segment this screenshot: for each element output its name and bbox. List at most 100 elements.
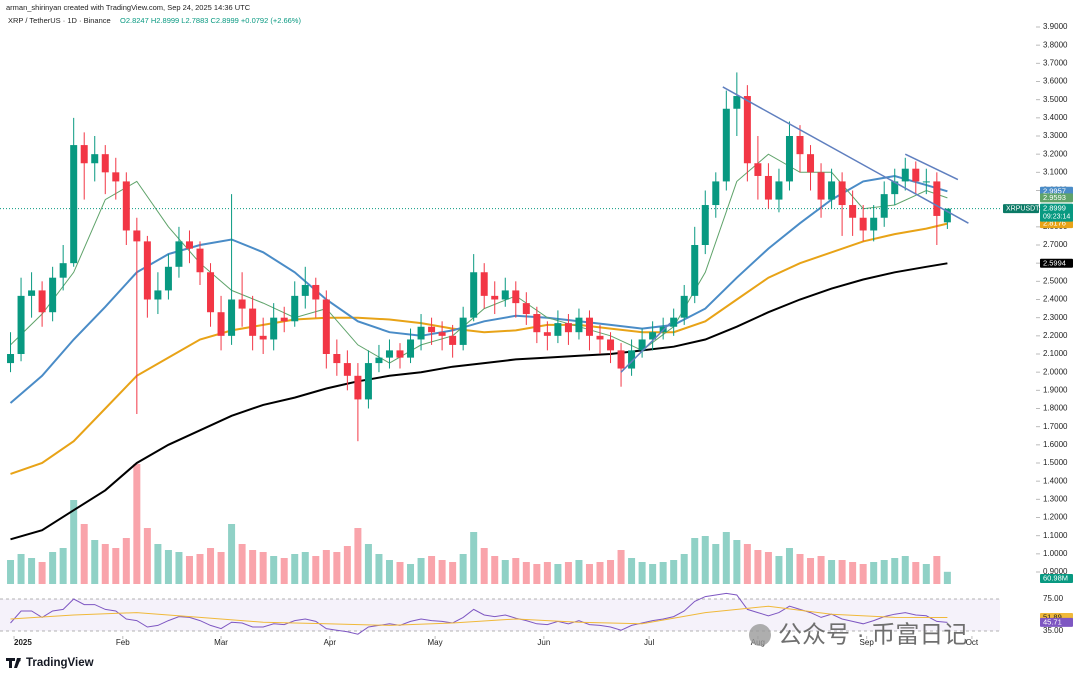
- volume-bar: [691, 538, 699, 584]
- candle-body: [859, 217, 867, 231]
- candle-body: [512, 290, 520, 304]
- volume-bar: [775, 556, 783, 584]
- volume-bar: [617, 550, 625, 584]
- candle-body: [880, 194, 888, 218]
- candle-body: [764, 175, 772, 200]
- candle-body: [217, 312, 225, 336]
- volume-bar: [680, 554, 688, 584]
- volume-bar: [585, 564, 593, 584]
- volume-tag-label: 60.98M: [1043, 573, 1068, 582]
- candle-body: [228, 299, 236, 336]
- symbol: XRP / TetherUS · 1D · Binance: [8, 16, 111, 25]
- candle-body: [343, 363, 351, 376]
- y-tick-label: 1.8000: [1043, 404, 1068, 413]
- candle-body: [7, 354, 15, 364]
- watermark-group: 公众号 · 币富日记: [749, 621, 967, 648]
- x-tick-label: Jun: [537, 638, 550, 647]
- volume-bar: [122, 538, 130, 584]
- volume-bar: [533, 564, 541, 584]
- candle-body: [491, 295, 499, 300]
- volume-bar: [743, 544, 751, 584]
- volume-bar: [554, 564, 562, 584]
- volume-bar: [38, 562, 46, 584]
- volume-bar: [428, 556, 436, 584]
- candle-body: [312, 284, 320, 300]
- rsi-tag: [1040, 617, 1073, 627]
- branding-logo: TradingView: [6, 657, 94, 669]
- candle-body: [785, 136, 793, 182]
- candle-body: [838, 181, 846, 206]
- y-tick-label: 3.7000: [1043, 58, 1068, 67]
- candle-body: [175, 241, 183, 267]
- volume-bar: [417, 558, 425, 584]
- volume-bar: [354, 528, 362, 584]
- watermark: 公众号 · 币富日记: [778, 621, 967, 648]
- candle-body: [459, 317, 467, 345]
- candle-body: [375, 357, 383, 364]
- y-tick-label: 1.9000: [1043, 385, 1068, 394]
- volume-bar: [859, 564, 867, 584]
- volume-bar: [364, 544, 372, 584]
- y-tick-label: 2.3000: [1043, 313, 1068, 322]
- candle-body: [428, 326, 436, 333]
- candle-body: [301, 284, 309, 296]
- y-tick-label: 3.2000: [1043, 149, 1068, 158]
- logo-icon: [6, 658, 21, 668]
- y-tick-label: 1.0000: [1043, 549, 1068, 558]
- volume-bar: [343, 546, 351, 584]
- volume-bar: [185, 556, 193, 584]
- volume-bar: [764, 552, 772, 584]
- volume-bar: [838, 560, 846, 584]
- candle-body: [901, 168, 909, 182]
- volume-bar: [280, 558, 288, 584]
- candle-body: [628, 350, 636, 369]
- rsi-ma-line: [10, 605, 948, 626]
- candle-body: [396, 350, 404, 358]
- volume-bar: [407, 564, 415, 584]
- candle-body: [207, 272, 215, 313]
- volume-bar: [459, 554, 467, 584]
- volume-bar: [870, 562, 878, 584]
- candle-body: [154, 290, 162, 300]
- watermark-icon: [749, 624, 771, 646]
- candle-body: [733, 96, 741, 109]
- volume-bar: [154, 544, 162, 584]
- volume-bar: [912, 562, 920, 584]
- price-tag: [1040, 203, 1073, 222]
- symbol-tag-label: XRPUSDT: [1006, 206, 1040, 213]
- candle-body: [364, 363, 372, 400]
- candle-body: [196, 248, 204, 273]
- y-tick-label: 1.7000: [1043, 422, 1068, 431]
- trendline: [904, 153, 959, 181]
- volume-bar: [112, 548, 120, 584]
- candle-body: [385, 350, 393, 358]
- candle-body: [849, 205, 857, 218]
- y-tick-label: 2.7000: [1043, 240, 1068, 249]
- candle-body: [438, 332, 446, 336]
- candle-body: [712, 181, 720, 206]
- rsi-ma-tag-label: 51.89: [1043, 612, 1062, 621]
- y-tick-label: 3.9000: [1043, 22, 1068, 31]
- volume-bar: [628, 558, 636, 584]
- y-tick-label: 3.8000: [1043, 40, 1068, 49]
- volume-bar: [449, 562, 457, 584]
- volume-bar: [470, 532, 478, 584]
- volume-bar: [817, 556, 825, 584]
- volume-bar: [849, 562, 857, 584]
- ma-tag: [1040, 258, 1073, 268]
- volume-bar: [322, 550, 330, 584]
- x-tick-label: Sep: [860, 638, 875, 647]
- price-tag-label: 2.8999: [1043, 204, 1066, 213]
- rsi-tick-label: 35.00: [1043, 626, 1064, 635]
- volume-bar: [17, 554, 25, 584]
- candle-body: [322, 299, 330, 354]
- ma-tag: [1040, 193, 1073, 203]
- volume-bar: [607, 560, 615, 584]
- volume-bar: [143, 528, 151, 584]
- candle-body: [828, 181, 836, 200]
- candle-body: [891, 181, 899, 195]
- volume-bar: [649, 564, 657, 584]
- volume-tag: [1040, 574, 1073, 583]
